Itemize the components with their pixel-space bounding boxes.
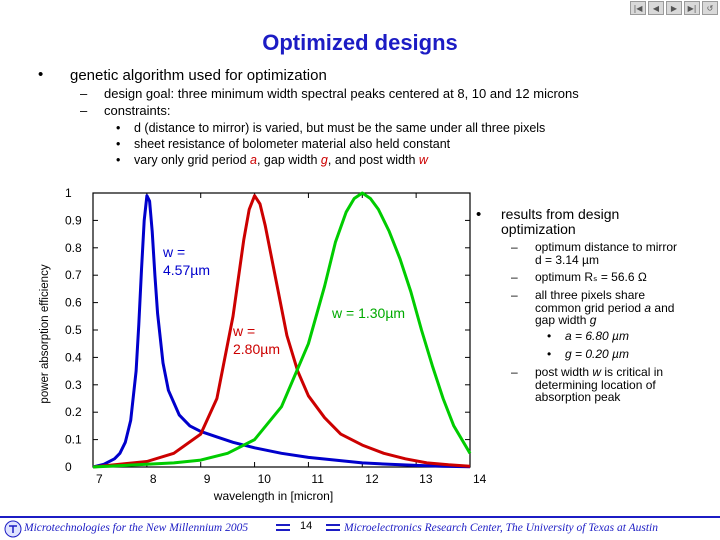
result-post-width: post width w is critical in determining … [535,365,664,404]
series-line [92,194,471,469]
x-tick-label: 14 [473,472,487,486]
dash-marker: – [511,288,518,302]
bullet-main-text: genetic algorithm used for optimization [70,67,327,84]
footer-separator [276,529,290,531]
result-a-value: a = 6.80 µm [565,329,629,343]
dot-marker: • [547,347,552,361]
footer-separator [326,529,340,531]
y-tick-label: 0.1 [65,433,82,447]
dot-marker: • [116,137,121,151]
y-axis-label: power absorption efficiency [39,264,51,403]
curve-annotation: w = 4.57µm [162,244,210,278]
x-tick-label: 11 [311,472,324,486]
dot-marker: • [116,121,121,135]
y-tick-label: 0.3 [65,378,82,392]
dash-marker: – [511,270,518,284]
y-tick-label: 0.9 [65,213,82,227]
footer-separator [276,524,290,526]
dash-marker: – [511,240,518,254]
dot-marker: • [116,153,121,167]
x-axis-label: wavelength in [micron] [213,489,333,503]
slide-navigation: |◀ ◀ ▶ ▶| ↺ [630,1,718,15]
series-line [92,194,471,469]
y-tick-label: 0.4 [65,350,82,364]
x-tick-label: 13 [419,472,433,486]
last-slide-icon[interactable]: ▶| [684,1,700,15]
result-shared-grid: all three pixels share common grid perio… [535,288,675,327]
curve-annotation: w = 1.30µm [331,305,405,321]
y-tick-label: 0.7 [65,268,82,282]
x-tick-label: 7 [96,472,103,486]
x-tick-label: 9 [204,472,211,486]
dot-marker: • [547,329,552,343]
y-tick-label: 0.5 [65,323,82,337]
y-tick-label: 0 [65,460,72,474]
result-distance: optimum distance to mirror d = 3.14 µm [535,240,678,267]
previous-slide-icon[interactable]: ◀ [648,1,664,15]
result-g-value: g = 0.20 µm [565,347,629,361]
page-number: 14 [300,520,313,532]
slide-title: Optimized designs [262,30,458,55]
first-slide-icon[interactable]: |◀ [630,1,646,15]
bullet-marker: • [476,206,482,223]
constraint-sheet-resistance: sheet resistance of bolometer material a… [134,137,451,151]
footer-institution: Microelectronics Research Center, The Un… [344,522,658,534]
bullet-marker: • [38,66,44,83]
y-tick-label: 0.6 [65,296,82,310]
results-heading: results from design optimization [501,206,620,237]
x-tick-label: 10 [258,472,272,486]
y-tick-label: 0.8 [65,241,82,255]
y-tick-label: 1 [65,186,72,200]
dash-marker: – [80,86,88,101]
x-tick-label: 12 [365,472,379,486]
constraint-distance: d (distance to mirror) is varied, but mu… [134,121,546,135]
absorption-chart: 0 0.1 0.2 0.3 0.4 0.5 0.6 0.7 0.8 0.9 1 7 8 9 10 11 12 13… [39,186,487,503]
curve-annotation: w = 2.80µm [232,323,280,357]
return-icon[interactable]: ↺ [702,1,718,15]
plot-frame [92,192,471,468]
y-tick-label: 0.2 [65,405,82,419]
sub-bullet-design-goal: design goal: three minimum width spectra… [104,86,579,101]
dash-marker: – [511,365,518,379]
footer-separator [326,524,340,526]
constraint-vary: vary only grid period a, gap width g, an… [134,153,428,167]
sub-bullet-constraints: constraints: [104,103,171,118]
series-line [92,191,472,469]
university-seal-icon [4,520,22,538]
x-tick-label: 8 [150,472,157,486]
dash-marker: – [80,103,88,118]
footer-conference: Microtechnologies for the New Millennium… [24,522,249,534]
footer-divider [0,516,720,518]
next-slide-icon[interactable]: ▶ [666,1,682,15]
result-sheet-resistance: optimum Rₛ = 56.6 Ω [535,270,647,284]
